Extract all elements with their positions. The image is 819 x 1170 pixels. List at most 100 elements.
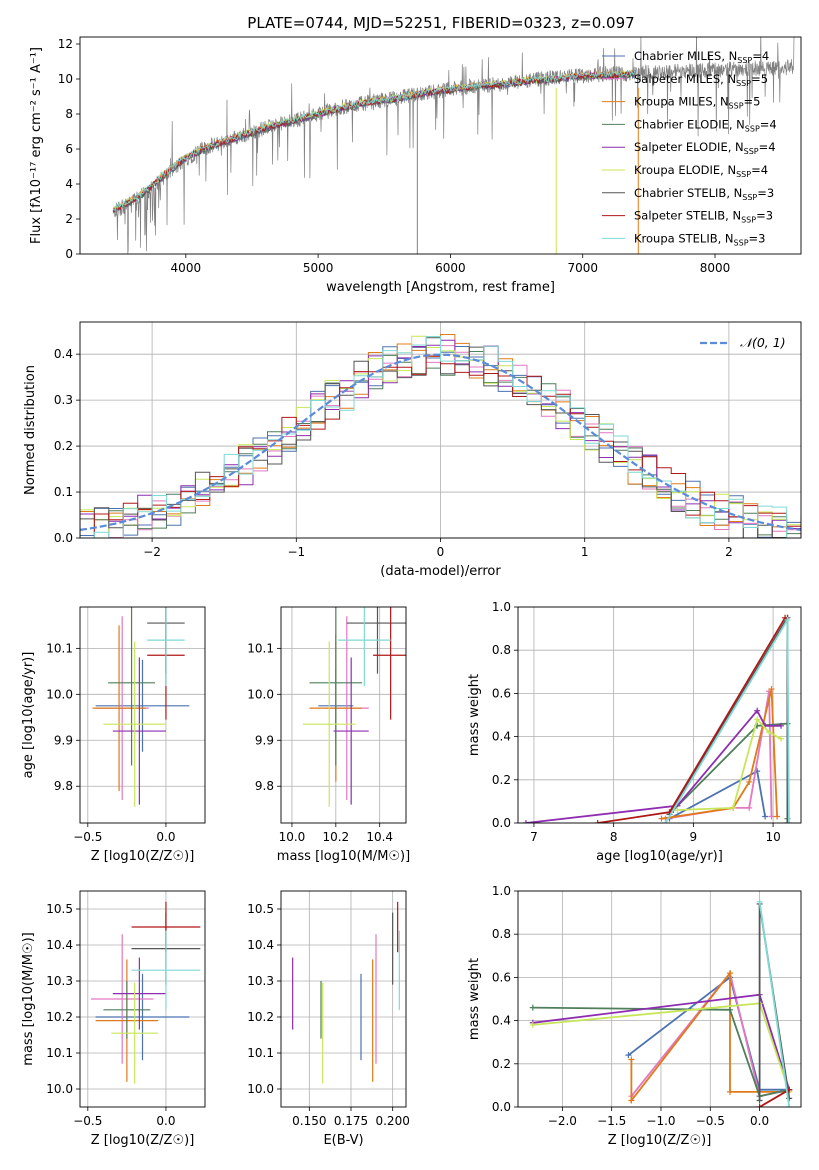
y-tick-label: 8	[65, 107, 73, 121]
y-tick-label: 0.4	[54, 347, 73, 361]
age-vs-mass-panel: 10.0 10.2 10.4 9.8 9.9 10.0 10.1 mass [log10(M/…	[247, 606, 410, 864]
x-tick-label: 0.175	[334, 1114, 368, 1128]
weight-point-marker	[625, 1052, 632, 1059]
y-tick-label: 1.0	[492, 600, 511, 614]
weight-point-marker	[674, 807, 681, 814]
y-tick-label: 0.1	[54, 485, 73, 499]
weight-point-marker	[756, 898, 763, 905]
axes-frame	[79, 606, 206, 824]
y-tick-label: 10.0	[46, 687, 73, 701]
weight-point-marker	[727, 970, 734, 977]
weight-point-marker	[746, 804, 753, 811]
y-tick-label: 12	[58, 37, 73, 51]
legend-entry: Kroupa ELODIE, NSSP=4	[634, 163, 768, 179]
weight-point-marker	[756, 1104, 763, 1107]
axes-frame	[79, 890, 206, 1108]
y-axis-label: mass weight	[467, 958, 482, 1040]
weight-series-line	[525, 709, 782, 823]
x-tick-label: 7000	[567, 261, 598, 275]
y-tick-label: 9.8	[255, 779, 274, 793]
y-tick-label: 10.5	[247, 902, 274, 916]
x-tick-label: −1	[287, 545, 305, 559]
legend-subscript: SSP	[736, 79, 751, 88]
residual-histogram-line	[80, 336, 801, 538]
y-tick-label: 2	[65, 212, 73, 226]
x-axis-label: mass [log10(M/M☉)]	[277, 849, 410, 864]
weight-point-marker	[774, 813, 781, 820]
weight-point-marker	[658, 815, 665, 822]
plot-area	[92, 607, 190, 807]
weight-series-line	[759, 1088, 790, 1107]
y-tick-label: 10.5	[46, 902, 73, 916]
residual-legend: 𝒩(0, 1)	[700, 335, 786, 350]
weight-point-marker	[529, 1021, 536, 1028]
x-tick-label: 9	[690, 830, 698, 844]
y-tick-label: 9.8	[54, 779, 73, 793]
legend-count: =5	[744, 95, 761, 109]
y-tick-label: 10.3	[46, 974, 73, 988]
weight-point-marker	[522, 820, 529, 823]
y-tick-label: 0.6	[492, 970, 511, 984]
spectrum-legend: Chabrier MILES, NSSP=4 Salpeter MILES, NS…	[602, 49, 777, 247]
weight-vs-age-panel: 7 8 9 10 0.0 0.2 0.4 0.6 0.8 1.0 age [log10(age/yr…	[467, 600, 802, 864]
plot-area	[90, 901, 201, 1084]
y-tick-label: 0.0	[54, 531, 73, 545]
weight-point-marker	[766, 729, 773, 736]
weight-point-marker	[778, 735, 785, 742]
x-tick-label: 0.150	[292, 1114, 326, 1128]
y-axis-label: mass weight	[467, 674, 482, 756]
y-tick-label: 10.4	[247, 938, 274, 952]
y-tick-label: 10.1	[46, 641, 73, 655]
y-tick-label: 10.3	[247, 974, 274, 988]
legend-count: =4	[751, 163, 768, 177]
y-tick-label: 4	[65, 177, 73, 191]
legend-count: =4	[760, 117, 777, 131]
y-tick-label: 0.0	[492, 1100, 511, 1114]
legend-subscript: SSP	[741, 216, 756, 225]
y-tick-label: 0.8	[492, 927, 511, 941]
mass-vs-ebv-panel: 0.150 0.175 0.200 10.0 10.1 10.2 10.3 10.4 10.5 E…	[247, 890, 410, 1148]
x-tick-label: −0.5	[73, 1114, 102, 1128]
y-tick-label: 0.2	[54, 439, 73, 453]
legend-count: =3	[749, 231, 766, 245]
legend-entry: Chabrier ELODIE, NSSP=4	[634, 117, 777, 133]
spectrum-panel: 4000 5000 6000 7000 8000 0 2 4 6 8 10 12 wavelength …	[29, 36, 802, 295]
legend-count: =4	[759, 140, 776, 154]
weight-series-line	[532, 1006, 790, 1098]
x-axis-label: age [log10(age/yr)]	[596, 849, 723, 864]
y-tick-label: 0.2	[492, 773, 511, 787]
y-tick-label: 10.4	[46, 938, 73, 952]
weight-point-marker	[730, 804, 737, 811]
y-tick-label: 0.2	[492, 1057, 511, 1071]
axes-frame	[79, 36, 802, 255]
x-tick-label: 5000	[303, 261, 334, 275]
y-tick-label: 9.9	[255, 733, 274, 747]
weight-point-marker	[727, 1088, 734, 1095]
y-tick-label: 10.1	[247, 1046, 274, 1060]
x-tick-label: 0	[437, 545, 445, 559]
x-tick-label: −2	[143, 545, 161, 559]
legend-entry: Kroupa MILES, NSSP=5	[634, 95, 760, 111]
legend-subscript: SSP	[745, 124, 760, 133]
x-tick-label: −0.5	[696, 1114, 725, 1128]
y-tick-label: 10.0	[247, 687, 274, 701]
x-tick-label: −1.5	[597, 1114, 626, 1128]
y-tick-label: 0.6	[492, 686, 511, 700]
weight-point-marker	[786, 820, 793, 823]
weight-point-marker	[594, 820, 601, 823]
x-tick-label: 4000	[171, 261, 202, 275]
y-tick-label: 0.0	[492, 816, 511, 830]
weight-point-marker	[529, 1004, 536, 1011]
x-axis-label: Z [log10(Z/Z☉)]	[91, 849, 195, 864]
y-axis-label: mass [log10(M/M☉)]	[21, 932, 36, 1065]
axes-frame	[280, 890, 407, 1108]
legend-count: =4	[752, 49, 769, 63]
weight-point-marker	[786, 1104, 793, 1107]
weight-point-marker	[784, 820, 791, 823]
legend-count: =3	[756, 209, 773, 223]
x-axis-label: (data-model)/error	[380, 564, 501, 579]
legend-subscript: SSP	[737, 56, 752, 65]
x-tick-label: 8	[610, 830, 618, 844]
x-tick-label: 0.200	[375, 1114, 409, 1128]
weight-point-marker	[784, 616, 791, 623]
